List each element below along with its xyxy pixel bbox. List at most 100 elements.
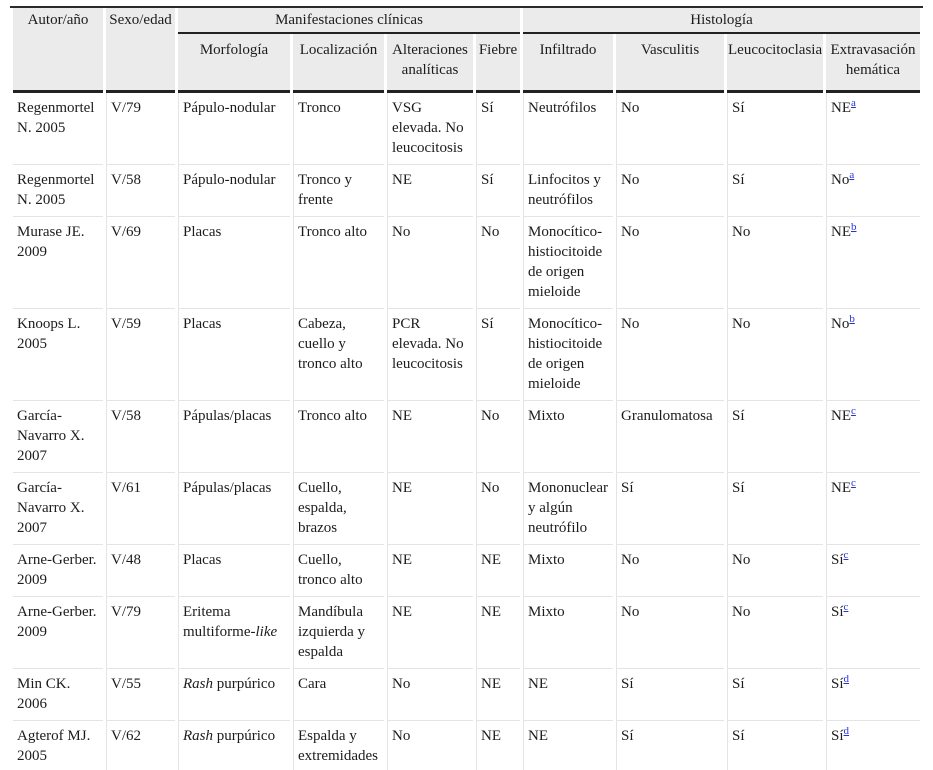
morfologia-text: purpúrico	[213, 728, 276, 744]
footnote-link-b[interactable]: b	[849, 313, 855, 325]
cell-autor: Regenmortel N. 2005	[13, 165, 103, 217]
cell-extravasacion: Síc	[826, 545, 920, 597]
cell-morfologia: Pápulo-nodular	[178, 93, 290, 165]
cell-sexo: V/58	[106, 401, 175, 473]
cell-extravasacion: Síc	[826, 597, 920, 669]
col-header-leucocitoclasia: Leucocitoclasia	[727, 34, 823, 93]
col-header-fiebre: Fiebre	[476, 34, 520, 93]
morfologia-italic-text: Rash	[183, 676, 213, 692]
footnote-link-c[interactable]: c	[851, 405, 856, 417]
col-header-vasculitis: Vasculitis	[616, 34, 724, 93]
cell-localizacion: Cabeza, cuello y tronco alto	[293, 309, 384, 401]
cell-extravasacion: Síd	[826, 669, 920, 721]
cell-sexo: V/58	[106, 165, 175, 217]
cell-sexo: V/59	[106, 309, 175, 401]
cell-leucocitoclasia: Sí	[727, 721, 823, 770]
cell-fiebre: No	[476, 401, 520, 473]
cell-alteraciones: NE	[387, 165, 473, 217]
cell-extravasacion: NEb	[826, 217, 920, 309]
cell-morfologia: Placas	[178, 545, 290, 597]
cell-alteraciones: NE	[387, 545, 473, 597]
morfologia-text: Eritema multiforme-	[183, 604, 256, 640]
footnote-link-a[interactable]: a	[849, 169, 855, 181]
morfologia-text: Pápulo-nodular	[183, 100, 276, 116]
table-row: Arne-Gerber. 2009 V/79 Eritema multiforme-…	[13, 597, 920, 669]
cell-alteraciones: No	[387, 669, 473, 721]
cell-autor: Arne-Gerber. 2009	[13, 545, 103, 597]
cell-vasculitis: No	[616, 217, 724, 309]
cell-alteraciones: No	[387, 721, 473, 770]
cell-localizacion: Cuello, espalda, brazos	[293, 473, 384, 545]
cell-fiebre: NE	[476, 545, 520, 597]
cell-infiltrado: Mixto	[523, 545, 613, 597]
table-header: Autor/año Sexo/edad Manifestaciones clín…	[13, 8, 920, 93]
cell-sexo: V/48	[106, 545, 175, 597]
cell-leucocitoclasia: No	[727, 309, 823, 401]
cell-morfologia: Rash purpúrico	[178, 669, 290, 721]
cell-vasculitis: No	[616, 165, 724, 217]
col-header-extravasacion-hematica: Extravasación hemática	[826, 34, 920, 93]
cell-vasculitis: No	[616, 597, 724, 669]
cell-vasculitis: Sí	[616, 721, 724, 770]
cell-extravasacion: Noa	[826, 165, 920, 217]
footnote-link-c[interactable]: c	[851, 477, 856, 489]
cell-autor: Min CK. 2006	[13, 669, 103, 721]
table-row: Knoops L. 2005 V/59 Placas Cabeza, cuello y…	[13, 309, 920, 401]
footnote-superscript: b	[851, 219, 857, 233]
morfologia-text: Pápulas/placas	[183, 408, 272, 424]
cell-autor: García-Navarro X. 2007	[13, 401, 103, 473]
table-row: Arne-Gerber. 2009 V/48 Placas Cuello, tronc…	[13, 545, 920, 597]
morfologia-text: Pápulo-nodular	[183, 172, 276, 188]
table-row: Min CK. 2006 V/55 Rash purpúrico Cara No NE NE…	[13, 669, 920, 721]
morfologia-text: Pápulas/placas	[183, 480, 272, 496]
footnote-superscript: a	[849, 167, 854, 181]
cell-autor: Murase JE. 2009	[13, 217, 103, 309]
cell-autor: Arne-Gerber. 2009	[13, 597, 103, 669]
cell-autor: Regenmortel N. 2005	[13, 93, 103, 165]
cell-sexo: V/79	[106, 597, 175, 669]
cell-fiebre: NE	[476, 721, 520, 770]
cell-infiltrado: Linfocitos y neutrófilos	[523, 165, 613, 217]
cell-extravasacion: NEa	[826, 93, 920, 165]
cell-leucocitoclasia: Sí	[727, 669, 823, 721]
morfologia-text: Placas	[183, 552, 222, 568]
cell-fiebre: No	[476, 473, 520, 545]
cell-alteraciones: No	[387, 217, 473, 309]
cell-infiltrado: NE	[523, 721, 613, 770]
footnote-superscript: c	[851, 475, 856, 489]
cell-infiltrado: Mixto	[523, 401, 613, 473]
table-row: Regenmortel N. 2005 V/79 Pápulo-nodular Tro…	[13, 93, 920, 165]
cell-fiebre: Sí	[476, 309, 520, 401]
cell-extravasacion: Nob	[826, 309, 920, 401]
cell-sexo: V/61	[106, 473, 175, 545]
cell-vasculitis: Granulomatosa	[616, 401, 724, 473]
cell-morfologia: Pápulas/placas	[178, 473, 290, 545]
cell-localizacion: Tronco	[293, 93, 384, 165]
cell-localizacion: Cuello, tronco alto	[293, 545, 384, 597]
cell-fiebre: No	[476, 217, 520, 309]
footnote-link-d[interactable]: d	[843, 673, 850, 685]
morfologia-italic-text: like	[255, 624, 278, 640]
table-row: Regenmortel N. 2005 V/58 Pápulo-nodular Tro…	[13, 165, 920, 217]
morfologia-text: Placas	[183, 316, 222, 332]
cell-leucocitoclasia: Sí	[727, 165, 823, 217]
cell-localizacion: Mandíbula izquierda y espalda	[293, 597, 384, 669]
cell-infiltrado: Mononuclear y algún neutrófilo	[523, 473, 613, 545]
table-row: Agterof MJ. 2005 V/62 Rash purpúrico Espald…	[13, 721, 920, 770]
footnote-link-b[interactable]: b	[851, 221, 857, 233]
cell-leucocitoclasia: No	[727, 217, 823, 309]
footnote-link-c[interactable]: c	[843, 601, 849, 613]
footnote-superscript: d	[844, 671, 850, 685]
footnote-link-a[interactable]: a	[851, 97, 856, 109]
footnote-link-c[interactable]: c	[843, 549, 849, 561]
cell-fiebre: NE	[476, 669, 520, 721]
cell-localizacion: Cara	[293, 669, 384, 721]
cell-leucocitoclasia: Sí	[727, 473, 823, 545]
cell-morfologia: Placas	[178, 309, 290, 401]
cell-morfologia: Pápulas/placas	[178, 401, 290, 473]
morfologia-text: Placas	[183, 224, 222, 240]
cell-alteraciones: NE	[387, 473, 473, 545]
footnote-link-d[interactable]: d	[843, 725, 850, 737]
cell-sexo: V/79	[106, 93, 175, 165]
col-header-autor: Autor/año	[13, 8, 103, 93]
